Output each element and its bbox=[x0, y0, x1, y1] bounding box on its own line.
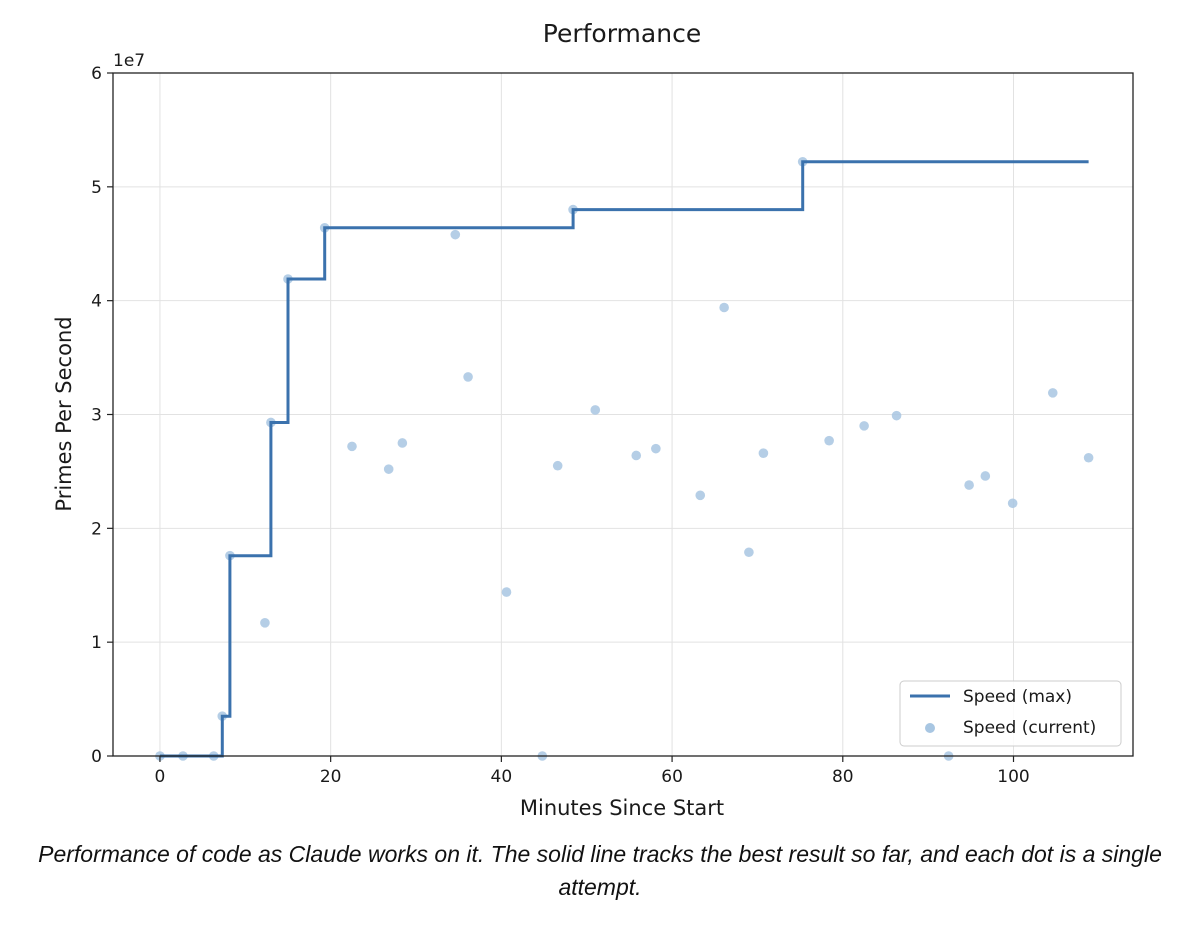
y-tick-label: 2 bbox=[91, 519, 102, 539]
legend-current-swatch bbox=[925, 723, 935, 733]
speed-current-point bbox=[744, 547, 754, 558]
speed-current-point bbox=[1007, 498, 1018, 509]
x-tick-label: 100 bbox=[997, 767, 1029, 787]
figure-caption: Performance of code as Claude works on i… bbox=[38, 841, 1162, 900]
speed-max-line bbox=[159, 160, 1089, 758]
y-tick-label: 5 bbox=[91, 178, 102, 198]
speed-current-point bbox=[397, 438, 408, 448]
speed-current-point bbox=[1083, 452, 1094, 463]
x-tick-label: 40 bbox=[491, 767, 513, 787]
speed-current-point bbox=[859, 421, 869, 431]
x-tick-label: 20 bbox=[320, 767, 342, 787]
speed-current-point bbox=[1047, 388, 1058, 398]
speed-current-point bbox=[450, 229, 461, 240]
speed-current-point bbox=[501, 587, 512, 597]
speed-current-point bbox=[719, 302, 729, 313]
y-tick-label: 6 bbox=[91, 64, 102, 84]
x-axis-label: Minutes Since Start bbox=[520, 796, 724, 820]
speed-current-scatter bbox=[155, 156, 1094, 761]
speed-current-point bbox=[891, 410, 902, 421]
grid-lines bbox=[113, 72, 1133, 757]
x-tick-label: 60 bbox=[661, 767, 683, 787]
y-axis-label: Primes Per Second bbox=[52, 316, 76, 511]
speed-max-step-line bbox=[159, 160, 1089, 758]
speed-current-point bbox=[631, 450, 642, 461]
speed-current-point bbox=[347, 441, 357, 452]
performance-chart: 0 20 40 60 80 100 0 1 2 3 4 5 6 Performance 1e7 Minu… bbox=[52, 19, 1134, 820]
speed-current-point bbox=[463, 372, 473, 382]
y-multiplier-label: 1e7 bbox=[113, 51, 145, 71]
speed-current-point bbox=[964, 480, 974, 490]
x-tick-label: 0 bbox=[155, 767, 166, 787]
speed-current-point bbox=[758, 448, 769, 459]
speed-current-point bbox=[552, 460, 563, 471]
speed-current-point bbox=[980, 471, 991, 481]
y-tick-label: 3 bbox=[91, 406, 102, 426]
legend-box bbox=[899, 680, 1122, 747]
axis-ticks: 0 20 40 60 80 100 0 1 2 3 4 5 6 bbox=[91, 64, 1030, 787]
y-tick-label: 0 bbox=[91, 747, 102, 767]
legend: Speed (max) Speed (current) bbox=[899, 680, 1122, 747]
chart-title: Performance bbox=[543, 19, 701, 48]
speed-current-point bbox=[651, 443, 661, 454]
legend-current-label: Speed (current) bbox=[963, 718, 1096, 738]
y-tick-label: 4 bbox=[91, 292, 102, 312]
speed-current-point bbox=[695, 490, 706, 501]
speed-current-point bbox=[383, 464, 394, 474]
speed-current-point bbox=[590, 405, 601, 415]
speed-current-point bbox=[824, 435, 834, 446]
x-tick-label: 80 bbox=[832, 767, 854, 787]
y-tick-label: 1 bbox=[91, 633, 102, 653]
legend-max-label: Speed (max) bbox=[963, 687, 1072, 707]
speed-current-point bbox=[260, 618, 270, 628]
